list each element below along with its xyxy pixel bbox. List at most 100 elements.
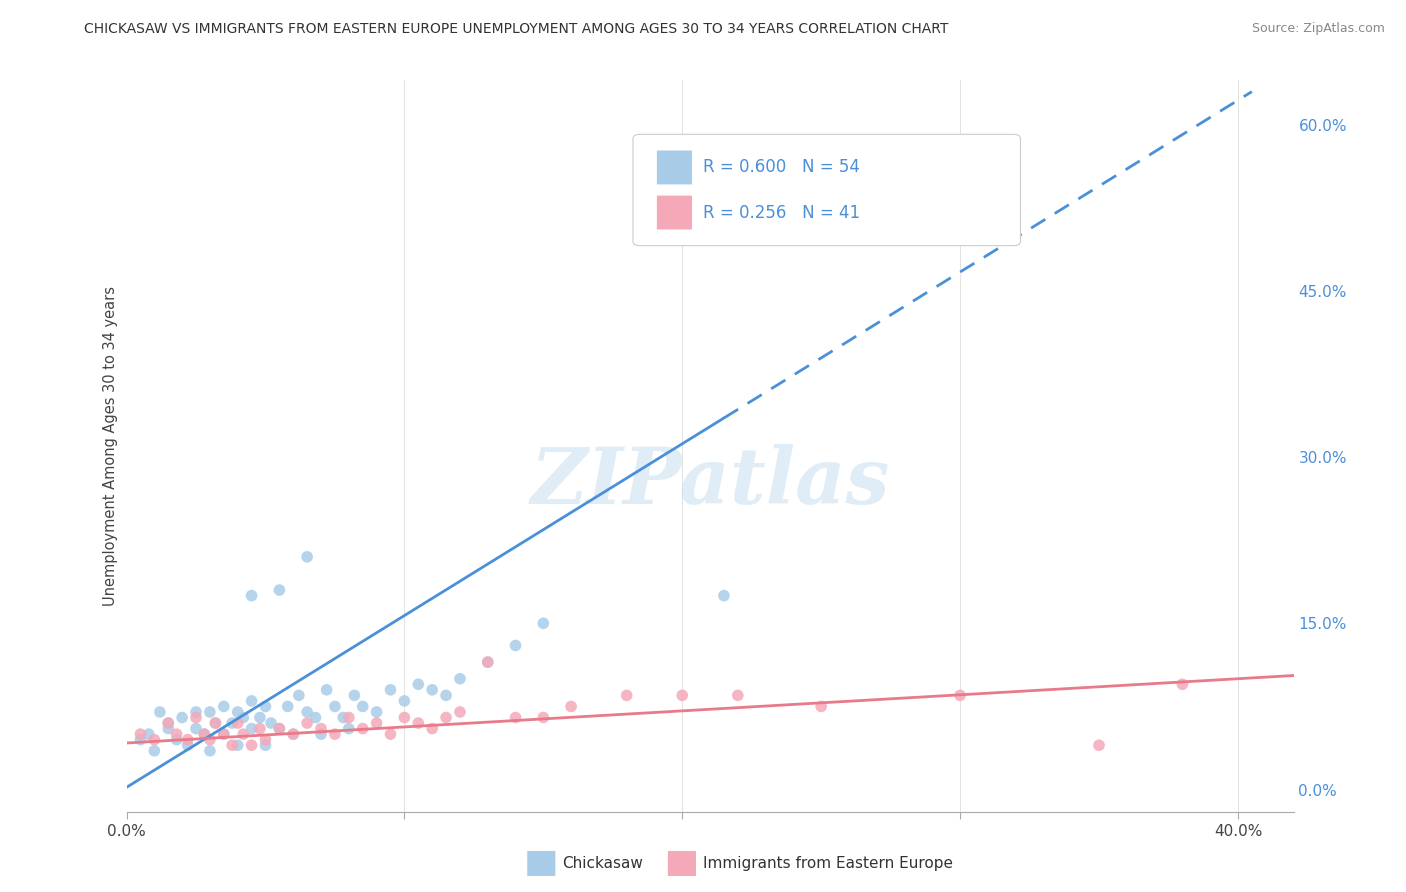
Point: [531, 616, 554, 631]
Point: [204, 716, 226, 731]
Point: [277, 699, 299, 714]
Point: [283, 727, 305, 741]
Point: [616, 689, 638, 703]
Point: [505, 639, 527, 653]
Y-axis label: Unemployment Among Ages 30 to 34 years: Unemployment Among Ages 30 to 34 years: [103, 286, 118, 606]
Point: [380, 727, 402, 741]
Point: [713, 589, 735, 603]
Point: [420, 682, 443, 697]
Point: [254, 738, 277, 752]
Point: [129, 732, 152, 747]
Point: [295, 716, 318, 731]
Point: [198, 705, 221, 719]
Point: [204, 716, 226, 731]
Text: R = 0.600   N = 54: R = 0.600 N = 54: [703, 159, 860, 177]
Point: [288, 689, 311, 703]
Point: [249, 710, 271, 724]
Point: [226, 716, 249, 731]
Point: [283, 727, 305, 741]
Point: [129, 727, 152, 741]
Point: [232, 727, 254, 741]
Point: [269, 722, 291, 736]
Point: [505, 710, 527, 724]
Point: [309, 727, 332, 741]
Point: [269, 722, 291, 736]
Point: [810, 699, 832, 714]
Point: [143, 732, 166, 747]
Point: [254, 732, 277, 747]
Point: [560, 699, 582, 714]
Point: [221, 738, 243, 752]
Point: [157, 722, 180, 736]
Text: Immigrants from Eastern Europe: Immigrants from Eastern Europe: [703, 856, 953, 871]
Point: [184, 705, 207, 719]
Point: [166, 732, 188, 747]
Point: [143, 744, 166, 758]
Point: [315, 682, 337, 697]
Point: [254, 699, 277, 714]
Point: [949, 689, 972, 703]
Point: [240, 738, 263, 752]
Point: [337, 722, 360, 736]
Point: [380, 682, 402, 697]
Point: [176, 738, 198, 752]
Point: [172, 710, 194, 724]
Point: [166, 727, 188, 741]
Point: [408, 716, 430, 731]
Point: [212, 699, 235, 714]
Point: [226, 705, 249, 719]
Text: Chickasaw: Chickasaw: [562, 856, 644, 871]
Point: [434, 689, 457, 703]
Point: [343, 689, 366, 703]
Point: [434, 710, 457, 724]
Point: [193, 727, 215, 741]
Point: [449, 672, 471, 686]
Point: [249, 722, 271, 736]
Point: [212, 727, 235, 741]
Point: [221, 716, 243, 731]
Point: [149, 705, 172, 719]
Point: [727, 689, 749, 703]
Point: [184, 722, 207, 736]
Point: [226, 738, 249, 752]
Point: [1171, 677, 1194, 691]
Point: [232, 710, 254, 724]
Point: [449, 705, 471, 719]
Point: [337, 710, 360, 724]
Point: [269, 583, 291, 598]
Point: [366, 716, 388, 731]
Point: [240, 722, 263, 736]
Text: R = 0.256   N = 41: R = 0.256 N = 41: [703, 203, 860, 221]
Point: [240, 694, 263, 708]
Point: [531, 710, 554, 724]
Point: [477, 655, 499, 669]
Text: CHICKASAW VS IMMIGRANTS FROM EASTERN EUROPE UNEMPLOYMENT AMONG AGES 30 TO 34 YEA: CHICKASAW VS IMMIGRANTS FROM EASTERN EUR…: [84, 22, 949, 37]
Point: [198, 732, 221, 747]
Point: [198, 744, 221, 758]
Point: [352, 699, 374, 714]
Point: [295, 549, 318, 564]
Point: [323, 699, 346, 714]
Point: [394, 694, 416, 708]
Point: [420, 722, 443, 736]
Point: [184, 710, 207, 724]
Point: [352, 722, 374, 736]
Point: [366, 705, 388, 719]
Point: [477, 655, 499, 669]
Point: [193, 727, 215, 741]
Point: [295, 705, 318, 719]
Text: Source: ZipAtlas.com: Source: ZipAtlas.com: [1251, 22, 1385, 36]
Point: [304, 710, 326, 724]
Point: [323, 727, 346, 741]
Point: [176, 732, 198, 747]
Point: [408, 677, 430, 691]
Point: [138, 727, 160, 741]
Point: [212, 727, 235, 741]
Point: [240, 589, 263, 603]
Point: [309, 722, 332, 736]
Point: [260, 716, 283, 731]
Text: ZIPatlas: ZIPatlas: [530, 444, 890, 521]
Point: [394, 710, 416, 724]
Point: [157, 716, 180, 731]
Point: [671, 689, 693, 703]
